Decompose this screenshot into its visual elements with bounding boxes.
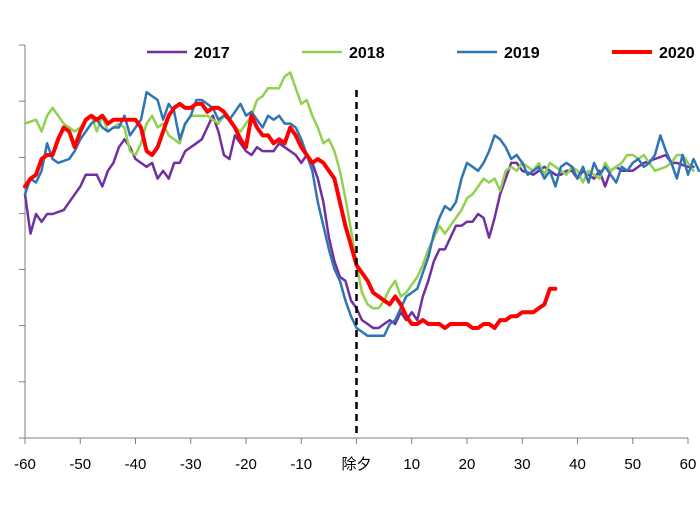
- series-line-2018: [23, 71, 695, 310]
- x-tick-label: 20: [459, 456, 476, 473]
- x-tick-label: -40: [125, 456, 147, 473]
- x-tick-label: 40: [569, 456, 586, 473]
- x-tick-label: -60: [14, 456, 36, 473]
- x-tick-label: -30: [180, 456, 202, 473]
- x-tick-label: -10: [290, 456, 312, 473]
- x-tick-label: -50: [69, 456, 91, 473]
- series-line-2017: [23, 114, 695, 330]
- legend-label-2020: 2020: [659, 45, 695, 62]
- series-line-2020: [23, 101, 558, 330]
- x-tick-label: 10: [403, 456, 420, 473]
- x-tick-label: 60: [680, 456, 697, 473]
- legend: 2017 2018 2019 2020: [147, 45, 695, 62]
- legend-label-2017: 2017: [194, 45, 230, 62]
- series-line-2019: [23, 90, 700, 338]
- x-tick-label: 除夕: [341, 456, 371, 473]
- series-lines: [23, 71, 700, 338]
- legend-label-2018: 2018: [349, 45, 385, 62]
- x-tick-label: 50: [624, 456, 641, 473]
- legend-label-2019: 2019: [504, 45, 540, 62]
- x-tick-label: -20: [235, 456, 257, 473]
- axes: -60 -50 -40 -30 -20 -10 除夕 10 20 30 40 50 60: [14, 44, 697, 473]
- x-tick-label: 30: [514, 456, 531, 473]
